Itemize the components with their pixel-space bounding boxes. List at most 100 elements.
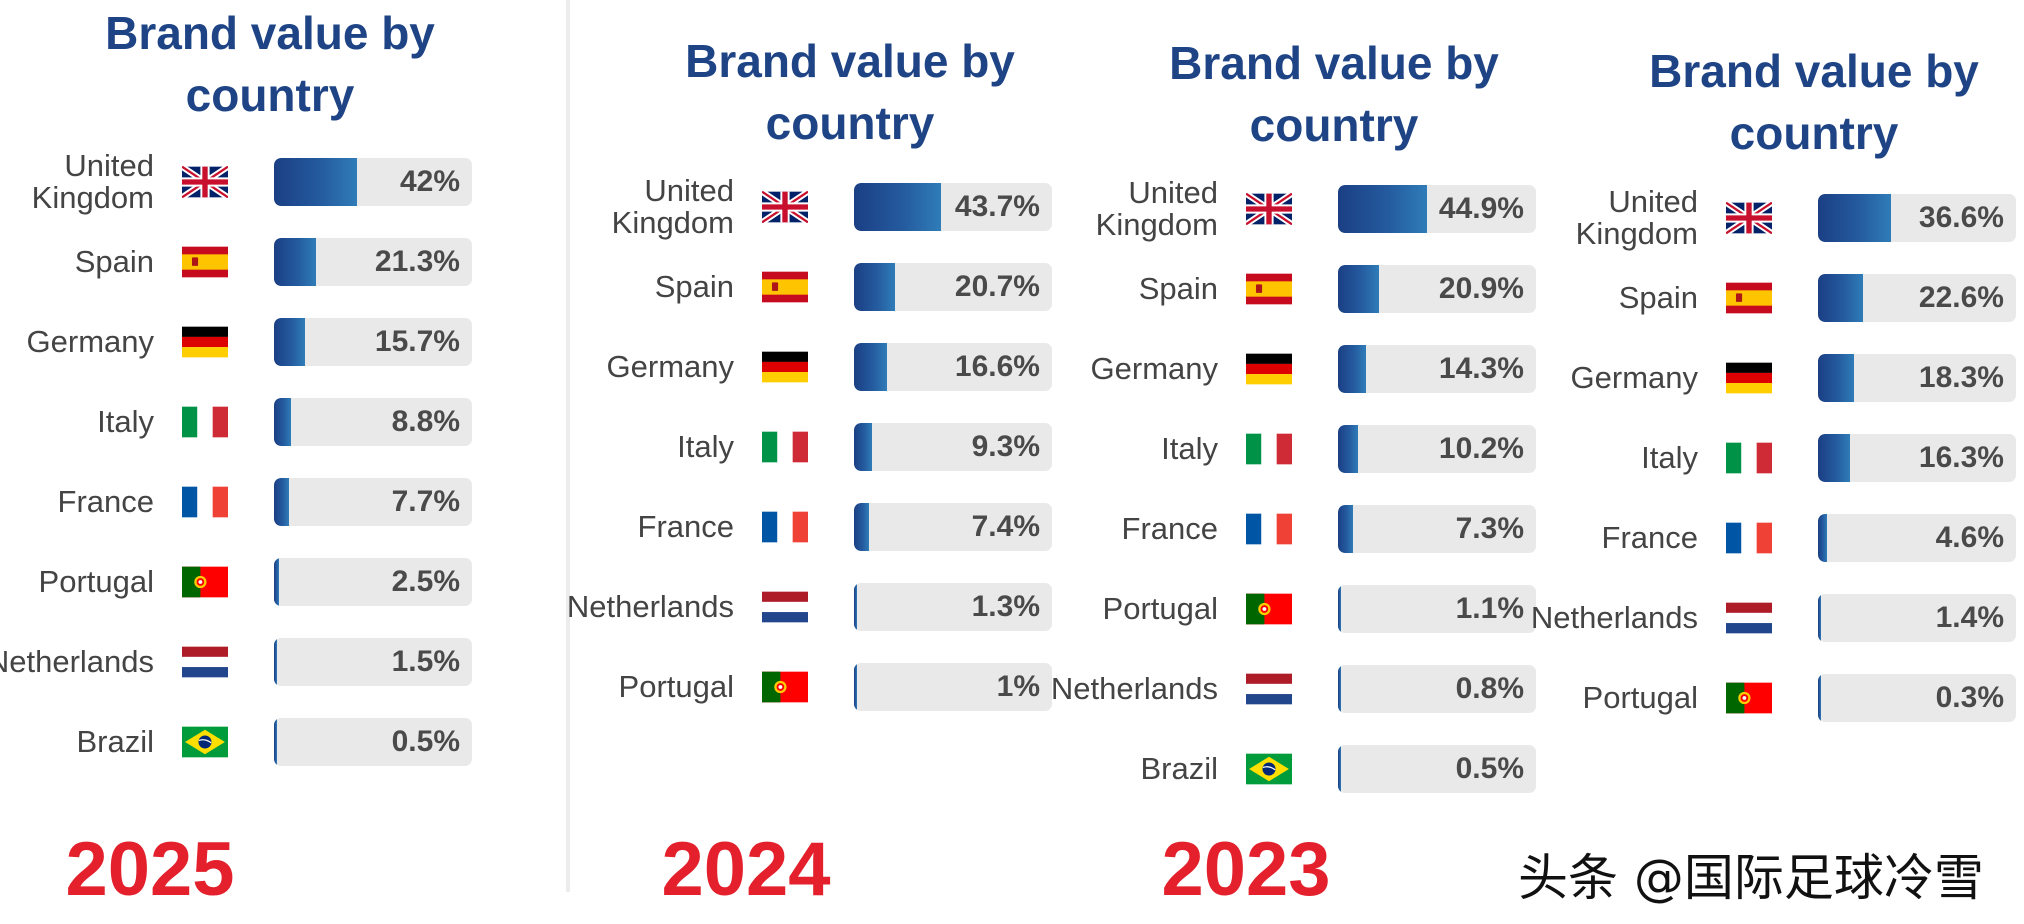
- value-label: 20.9%: [1438, 272, 1524, 305]
- bar-france: [1818, 514, 1828, 562]
- portugal-flag-icon: [182, 566, 228, 598]
- bar-track: 14.3%: [1338, 345, 1536, 393]
- value-label: 14.3%: [1438, 352, 1524, 385]
- italy-flag-icon: [762, 431, 808, 463]
- value-label: 21.3%: [374, 245, 460, 278]
- italy-flag-icon: [1246, 433, 1292, 465]
- bar-united-kingdom: [274, 158, 358, 206]
- bar-track: 20.9%: [1338, 265, 1536, 313]
- bar-row-spain: Spain 20.9%: [1064, 262, 1544, 316]
- bar-germany: [1818, 354, 1855, 402]
- bar-portugal: [854, 663, 857, 711]
- bar-track: 1.1%: [1338, 585, 1536, 633]
- bar-track: 44.9%: [1338, 185, 1536, 233]
- category-label: Netherlands: [566, 589, 734, 624]
- bar-track: 7.4%: [854, 503, 1052, 551]
- bar-spain: [1338, 265, 1380, 313]
- bar-row-united-kingdom: United Kingdom 36.6%: [1544, 186, 2024, 250]
- bar-netherlands: [854, 583, 857, 631]
- value-label: 15.7%: [374, 325, 460, 358]
- bar-spain: [854, 263, 895, 311]
- uk-flag-icon: [762, 191, 808, 223]
- bar-track: 0.5%: [274, 718, 472, 766]
- value-label: 1.4%: [1935, 601, 2004, 634]
- bar-united-kingdom: [854, 183, 941, 231]
- category-label: Italy: [1641, 440, 1698, 475]
- bar-france: [854, 503, 869, 551]
- category-label: Netherlands: [0, 644, 154, 679]
- category-label: France: [637, 509, 734, 544]
- bar-track: 15.7%: [274, 318, 472, 366]
- netherlands-flag-icon: [1726, 602, 1772, 634]
- bar-track: 10.2%: [1338, 425, 1536, 473]
- value-label: 7.4%: [971, 510, 1040, 543]
- bar-brazil: [1338, 745, 1341, 793]
- chart-title: Brand value by country: [105, 7, 435, 121]
- category-label: Netherlands: [1050, 671, 1218, 706]
- year-label: 2025: [65, 827, 235, 912]
- bar-track: 4.6%: [1818, 514, 2016, 562]
- bar-row-spain: Spain 20.7%: [580, 260, 1060, 314]
- bar-netherlands: [1338, 665, 1341, 713]
- bar-row-spain: Spain 22.6%: [1544, 271, 2024, 325]
- category-label: Germany: [1090, 351, 1218, 386]
- chart-title: Brand value by country: [1649, 45, 1979, 159]
- value-label: 9.3%: [971, 430, 1040, 463]
- chart-title: Brand value by country: [685, 35, 1015, 149]
- portugal-flag-icon: [1726, 682, 1772, 714]
- bar-germany: [854, 343, 887, 391]
- category-label: Germany: [26, 324, 154, 359]
- category-label: United Kingdom: [1575, 184, 1698, 251]
- category-label: Portugal: [1102, 591, 1218, 626]
- bar-row-france: France 7.3%: [1064, 502, 1544, 556]
- bar-row-italy: Italy 9.3%: [580, 420, 1060, 474]
- bar-row-portugal: Portugal 0.3%: [1544, 671, 2024, 725]
- bar-portugal: [1338, 585, 1341, 633]
- bar-track: 22.6%: [1818, 274, 2016, 322]
- value-label: 1%: [996, 670, 1040, 703]
- bar-row-brazil: Brazil 0.5%: [0, 715, 480, 769]
- year-label: 2024: [661, 827, 831, 912]
- value-label: 8.8%: [391, 405, 460, 438]
- value-label: 1.3%: [971, 590, 1040, 623]
- chart-panel-2: Brand value by country United Kingdom 43.7…: [567, 0, 1060, 924]
- category-label: Spain: [74, 244, 154, 279]
- category-label: Portugal: [38, 564, 154, 599]
- bar-germany: [1338, 345, 1367, 393]
- bar-row-germany: Germany 16.6%: [580, 340, 1060, 394]
- bar-france: [274, 478, 290, 526]
- netherlands-flag-icon: [182, 646, 228, 678]
- bar-italy: [1818, 434, 1851, 482]
- category-label: Portugal: [618, 669, 734, 704]
- value-label: 0.5%: [391, 725, 460, 758]
- bar-row-brazil: Brazil 0.5%: [1064, 742, 1544, 796]
- chart-title: Brand value by country: [1169, 37, 1499, 151]
- germany-flag-icon: [762, 351, 808, 383]
- brazil-flag-icon: [182, 726, 228, 758]
- bar-row-united-kingdom: United Kingdom 43.7%: [580, 175, 1060, 239]
- uk-flag-icon: [1246, 193, 1292, 225]
- category-label: Spain: [654, 269, 734, 304]
- value-label: 2.5%: [391, 565, 460, 598]
- bar-row-italy: Italy 8.8%: [0, 395, 480, 449]
- value-label: 20.7%: [954, 270, 1040, 303]
- value-label: 7.7%: [391, 485, 460, 518]
- value-label: 43.7%: [954, 190, 1040, 223]
- value-label: 22.6%: [1918, 281, 2004, 314]
- bar-track: 8.8%: [274, 398, 472, 446]
- category-label: Germany: [1570, 360, 1698, 395]
- bar-italy: [1338, 425, 1359, 473]
- france-flag-icon: [1726, 522, 1772, 554]
- bar-track: 16.3%: [1818, 434, 2016, 482]
- bar-united-kingdom: [1818, 194, 1891, 242]
- panel-divider: [566, 0, 570, 892]
- bar-row-germany: Germany 18.3%: [1544, 351, 2024, 405]
- category-label: United Kingdom: [1095, 175, 1218, 242]
- portugal-flag-icon: [762, 671, 808, 703]
- bar-italy: [854, 423, 873, 471]
- bar-row-france: France 7.7%: [0, 475, 480, 529]
- bar-track: 1.5%: [274, 638, 472, 686]
- value-label: 10.2%: [1438, 432, 1524, 465]
- bar-row-portugal: Portugal 2.5%: [0, 555, 480, 609]
- category-label: France: [57, 484, 154, 519]
